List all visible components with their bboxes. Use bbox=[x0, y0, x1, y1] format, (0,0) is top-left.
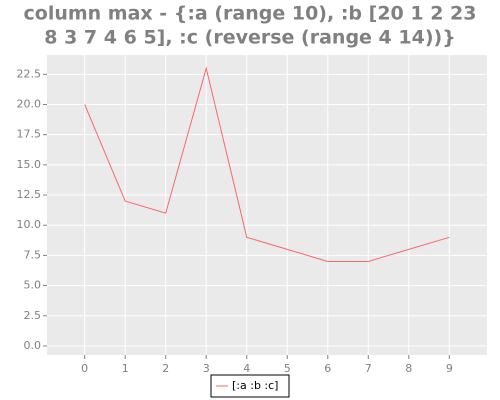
data-line bbox=[84, 66, 450, 262]
y-tick-label: 5.0 bbox=[24, 279, 42, 292]
y-tick-label: 20.0 bbox=[17, 97, 42, 110]
x-tick-label: 9 bbox=[446, 362, 453, 375]
y-tick-label: 22.5 bbox=[17, 67, 42, 80]
y-tick-label: 15.0 bbox=[17, 158, 42, 171]
y-tick-label: 10.0 bbox=[17, 218, 42, 231]
chart-title: 8 3 7 4 6 5], :c (reverse (range 4 14))} bbox=[44, 27, 455, 49]
x-tick-label: 1 bbox=[122, 362, 129, 375]
x-tick-label: 8 bbox=[405, 362, 412, 375]
y-tick-label: 12.5 bbox=[17, 188, 42, 201]
x-tick-label: 0 bbox=[81, 362, 88, 375]
y-tick-label: 2.5 bbox=[24, 309, 42, 322]
legend-box bbox=[210, 374, 290, 398]
x-tick-label: 5 bbox=[284, 362, 291, 375]
legend-label: [:a :b :c] bbox=[232, 379, 278, 392]
x-tick-label: 2 bbox=[162, 362, 169, 375]
y-tick-label: 7.5 bbox=[24, 248, 42, 261]
x-tick-label: 3 bbox=[203, 362, 210, 375]
x-tick-label: 6 bbox=[324, 362, 331, 375]
y-tick-label: 0.0 bbox=[24, 339, 42, 352]
x-tick-label: 4 bbox=[243, 362, 250, 375]
y-tick-label: 17.5 bbox=[17, 128, 42, 141]
chart-title: column max - {:a (range 10), :b [20 1 2 … bbox=[24, 3, 477, 25]
x-tick-label: 7 bbox=[365, 362, 372, 375]
plot-background bbox=[47, 55, 487, 355]
